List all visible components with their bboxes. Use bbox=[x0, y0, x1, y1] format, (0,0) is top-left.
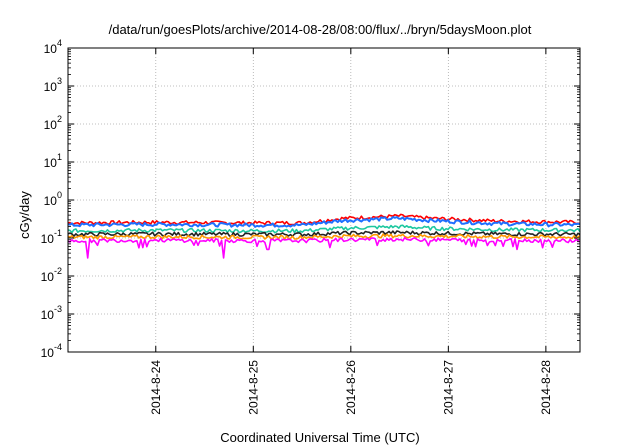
series-layer bbox=[67, 213, 581, 259]
y-tick-label-base: 10 bbox=[44, 42, 58, 56]
y-tick-label-base: 10 bbox=[44, 156, 58, 170]
y-tick-label-exponent: 4 bbox=[57, 38, 62, 48]
y-tick-label-exponent: -1 bbox=[54, 228, 62, 238]
axis-ticks bbox=[68, 47, 580, 353]
x-tick-label: 2014-8-25 bbox=[246, 360, 260, 415]
y-tick-label-base: 10 bbox=[41, 232, 55, 246]
y-tick-label: 10-3 bbox=[41, 304, 62, 322]
y-tick-label-base: 10 bbox=[41, 308, 55, 322]
y-tick-label-base: 10 bbox=[44, 118, 58, 132]
y-tick-label-base: 10 bbox=[44, 80, 58, 94]
y-tick-label: 103 bbox=[44, 76, 62, 94]
chart-title: /data/run/goesPlots/archive/2014-08-28/0… bbox=[108, 22, 532, 37]
x-axis-label: Coordinated Universal Time (UTC) bbox=[220, 430, 420, 445]
y-tick-label: 104 bbox=[44, 38, 62, 56]
y-tick-label: 101 bbox=[44, 152, 62, 170]
y-tick-label-exponent: 1 bbox=[57, 152, 62, 162]
x-tick-label: 2014-8-28 bbox=[539, 360, 553, 415]
y-tick-label: 10-1 bbox=[41, 228, 62, 246]
y-tick-label-base: 10 bbox=[41, 270, 55, 284]
grid bbox=[68, 48, 580, 352]
x-tick-label: 2014-8-26 bbox=[344, 360, 358, 415]
y-axis-label: cGy/day bbox=[17, 191, 32, 239]
x-tick-labels: 2014-8-24 2014-8-25 2014-8-26 2014-8-27 2014… bbox=[149, 360, 553, 415]
x-tick-label: 2014-8-27 bbox=[441, 360, 455, 415]
y-tick-label: 100 bbox=[44, 190, 62, 208]
y-tick-label-base: 10 bbox=[44, 194, 58, 208]
y-tick-label-exponent: 0 bbox=[57, 190, 62, 200]
series-line bbox=[67, 233, 581, 240]
series-line bbox=[67, 224, 581, 234]
y-tick-label-exponent: 3 bbox=[57, 76, 62, 86]
series-line bbox=[67, 216, 581, 228]
y-tick-label: 102 bbox=[44, 114, 62, 132]
y-tick-label-exponent: 2 bbox=[57, 114, 62, 124]
y-tick-label-exponent: -4 bbox=[54, 342, 62, 352]
series-line bbox=[67, 230, 581, 237]
y-tick-label: 10-4 bbox=[41, 342, 62, 360]
y-tick-label-base: 10 bbox=[41, 346, 55, 360]
series-line bbox=[67, 236, 581, 259]
y-tick-label: 10-2 bbox=[41, 266, 62, 284]
y-tick-label-exponent: -3 bbox=[54, 304, 62, 314]
x-tick-label: 2014-8-24 bbox=[149, 360, 163, 415]
y-tick-label-exponent: -2 bbox=[54, 266, 62, 276]
